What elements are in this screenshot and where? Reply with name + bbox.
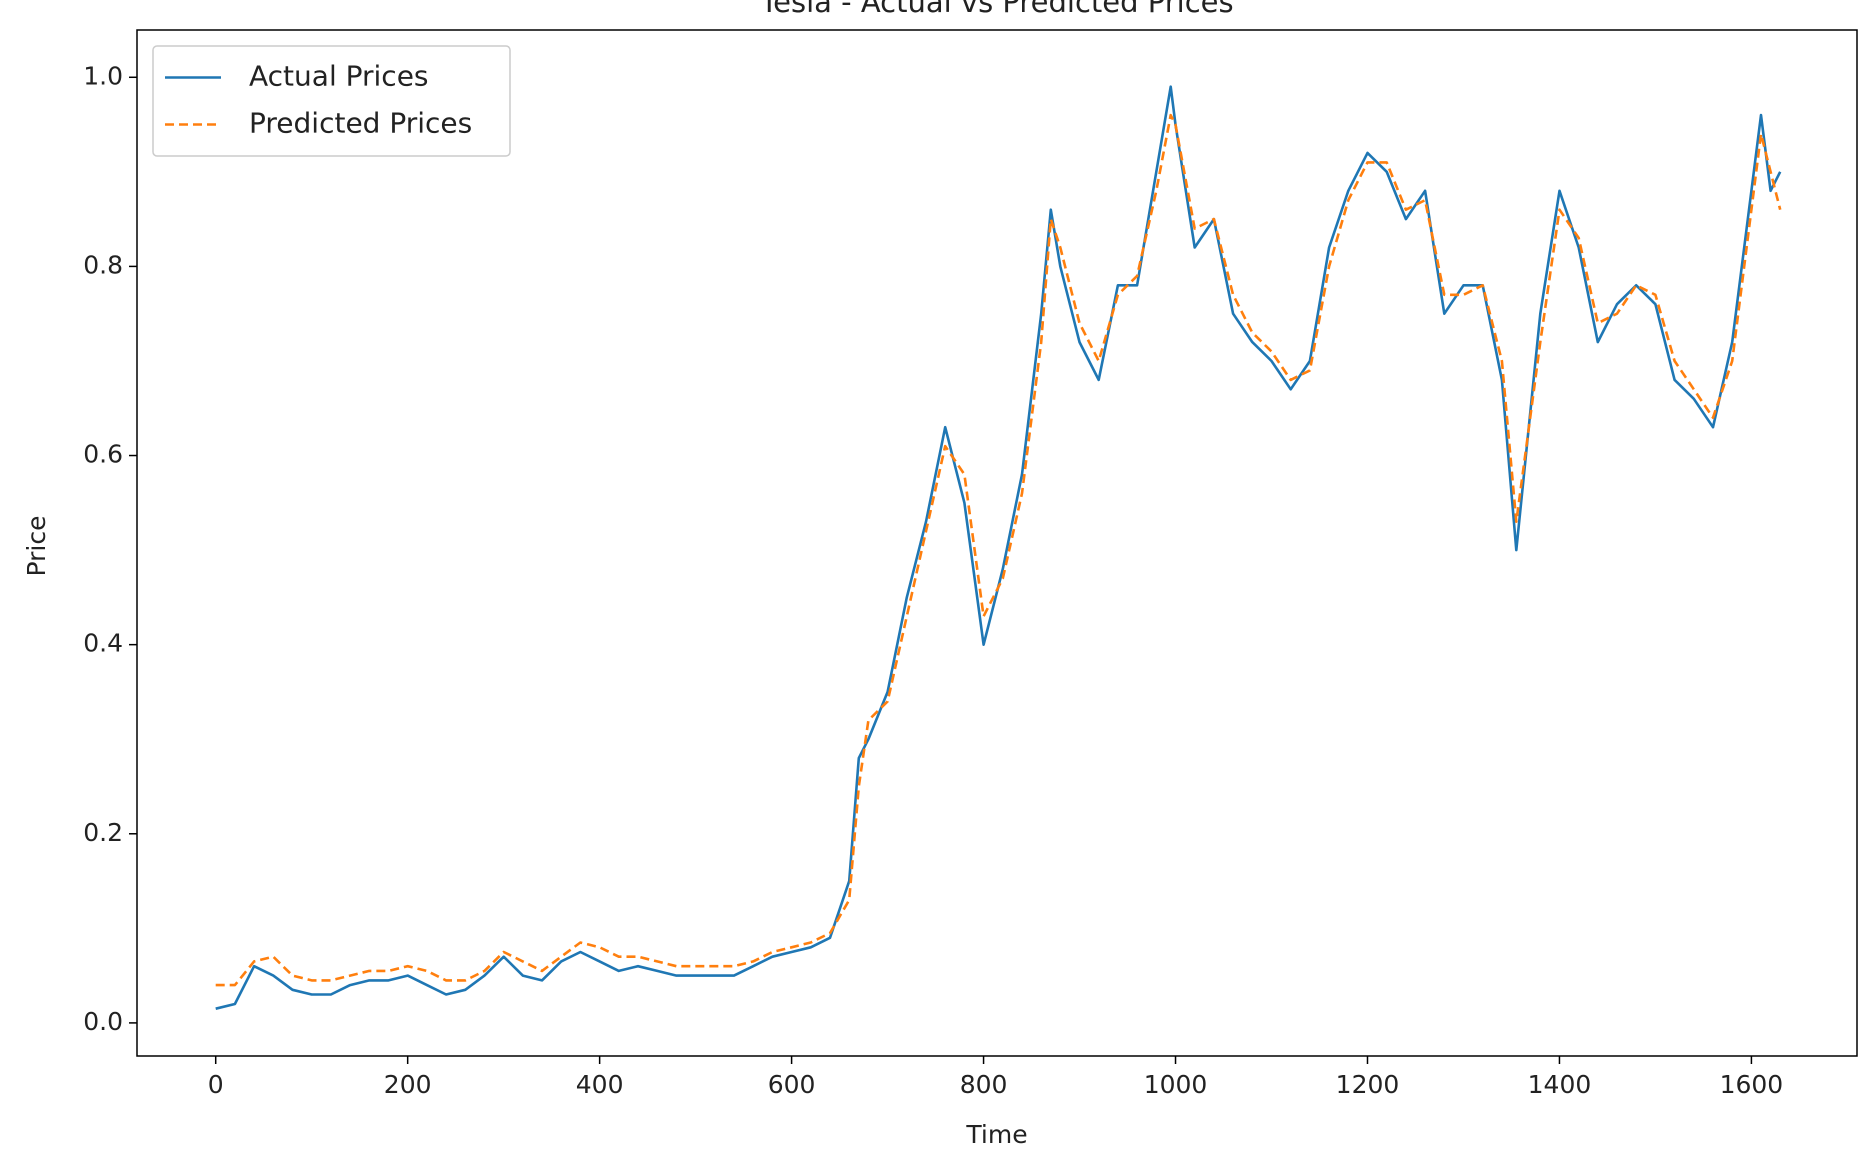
chart-title: Tesla - Actual vs Predicted Prices	[759, 0, 1233, 19]
x-tick-label: 400	[576, 1070, 624, 1099]
legend-label: Actual Prices	[249, 60, 429, 93]
x-axis-label: Time	[965, 1120, 1027, 1149]
y-tick-label: 0.0	[83, 1007, 123, 1036]
legend-box	[152, 45, 511, 157]
x-tick-label: 800	[960, 1070, 1008, 1099]
x-tick-label: 1200	[1336, 1070, 1400, 1099]
y-tick-label: 0.2	[83, 818, 123, 847]
y-tick-label: 0.4	[83, 629, 123, 658]
series-line	[215, 113, 1782, 987]
x-tick-label: 1600	[1720, 1070, 1784, 1099]
y-tick-label: 0.6	[83, 440, 123, 469]
y-tick-label: 1.0	[83, 61, 123, 90]
y-axis-label: Price	[22, 516, 51, 577]
x-tick-label: 0	[208, 1070, 224, 1099]
x-tick-label: 1400	[1528, 1070, 1592, 1099]
x-tick-label: 1000	[1144, 1070, 1208, 1099]
x-tick-label: 600	[768, 1070, 816, 1099]
plot-frame	[136, 29, 1858, 1057]
y-tick-label: 0.8	[83, 250, 123, 279]
x-tick-label: 200	[384, 1070, 432, 1099]
legend-label: Predicted Prices	[249, 107, 472, 140]
series-line	[215, 85, 1782, 1010]
